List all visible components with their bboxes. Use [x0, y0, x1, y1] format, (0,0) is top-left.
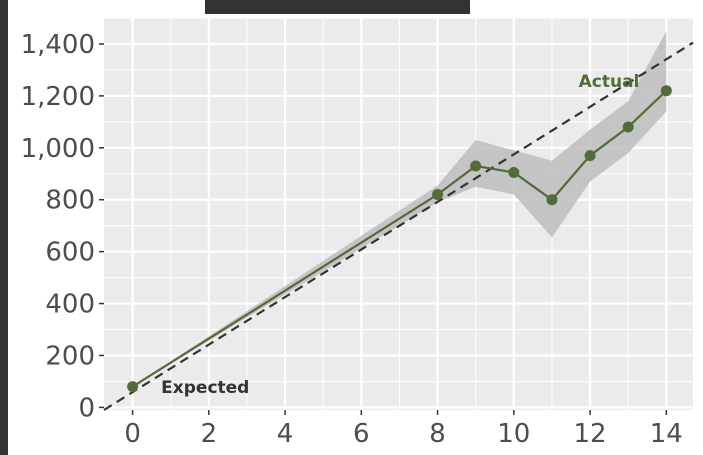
- band-area: [132, 30, 667, 387]
- confidence-band: [132, 30, 667, 387]
- series-point-actual: [584, 150, 596, 162]
- axes: 0 2 4 6 8 10 12 14 0 200 400 600 800 1,000 1,200 1,400: [21, 30, 683, 449]
- series-point-actual: [660, 85, 672, 97]
- series-point-actual: [508, 166, 520, 178]
- series-point-actual: [622, 121, 634, 133]
- top-bar-white-right: [470, 0, 703, 14]
- x-tick-label: 2: [201, 419, 218, 449]
- y-tick-label: 1,200: [21, 82, 95, 112]
- x-tick-label: 4: [277, 419, 294, 449]
- annotation-label: Expected: [161, 378, 249, 398]
- series-line-expected: [103, 41, 694, 411]
- x-tick-label: 8: [429, 419, 446, 449]
- x-tick-label: 10: [497, 419, 530, 449]
- series-point-actual: [470, 160, 482, 172]
- y-tick-label: 800: [45, 186, 95, 216]
- y-tick-label: 1,400: [21, 30, 95, 60]
- series-point-actual: [546, 194, 558, 206]
- expected-series: [103, 41, 694, 411]
- y-tick-label: 400: [45, 290, 95, 320]
- y-tick-label: 200: [45, 341, 95, 371]
- x-tick-label: 6: [353, 419, 370, 449]
- series-line-actual: [132, 89, 668, 388]
- actual-series: [127, 85, 672, 393]
- x-tick-label: 0: [124, 419, 141, 449]
- y-tick-label: 1,000: [21, 134, 95, 164]
- x-tick-label: 14: [650, 419, 683, 449]
- x-tick-label: 12: [574, 419, 607, 449]
- y-tick-label: 600: [45, 238, 95, 268]
- series-point-actual: [127, 381, 139, 393]
- series-point-actual: [432, 189, 444, 201]
- annotations: Actual Expected: [161, 72, 639, 398]
- annotation-label: Actual: [579, 72, 640, 92]
- y-tick-label: 0: [78, 393, 95, 423]
- top-bar-white-left: [8, 0, 205, 14]
